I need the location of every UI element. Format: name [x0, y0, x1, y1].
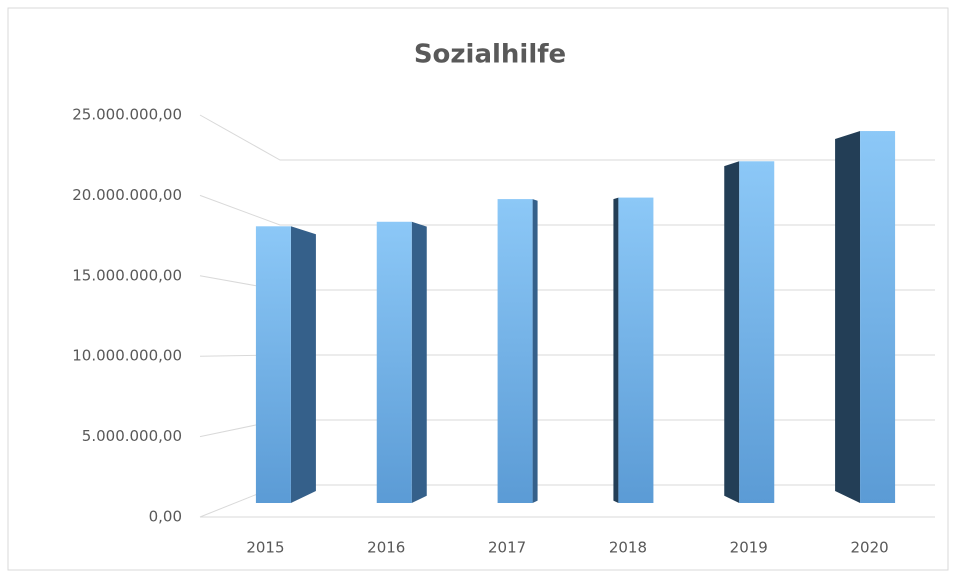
y-tick-label: 10.000.000,00	[72, 347, 182, 365]
y-tick-label: 15.000.000,00	[72, 266, 182, 284]
bar	[860, 131, 896, 503]
bar	[618, 197, 654, 504]
bar	[739, 161, 775, 503]
chart-title: Sozialhilfe	[414, 40, 566, 70]
bar-side	[835, 131, 861, 503]
x-tick-label: 2019	[730, 539, 768, 557]
y-tick-label: 0,00	[149, 508, 182, 526]
bar-side	[411, 221, 427, 503]
bar-side	[532, 199, 538, 503]
x-tick-label: 2017	[488, 539, 526, 557]
x-tick-label: 2016	[367, 539, 405, 557]
y-tick-label: 25.000.000,00	[72, 106, 182, 124]
grid-line	[199, 194, 935, 226]
y-tick-label: 5.000.000,00	[82, 427, 182, 445]
bar-side	[724, 161, 740, 503]
x-tick-label: 2018	[609, 539, 647, 557]
y-tick-label: 20.000.000,00	[72, 186, 182, 204]
bar-side	[613, 197, 619, 504]
grid-line	[199, 114, 935, 161]
bar	[497, 199, 533, 503]
bar	[255, 226, 291, 503]
chart-frame	[7, 7, 949, 571]
x-tick-label: 2015	[246, 539, 284, 557]
x-tick-label: 2020	[850, 539, 888, 557]
bar	[376, 221, 412, 503]
bar-side	[290, 226, 316, 503]
